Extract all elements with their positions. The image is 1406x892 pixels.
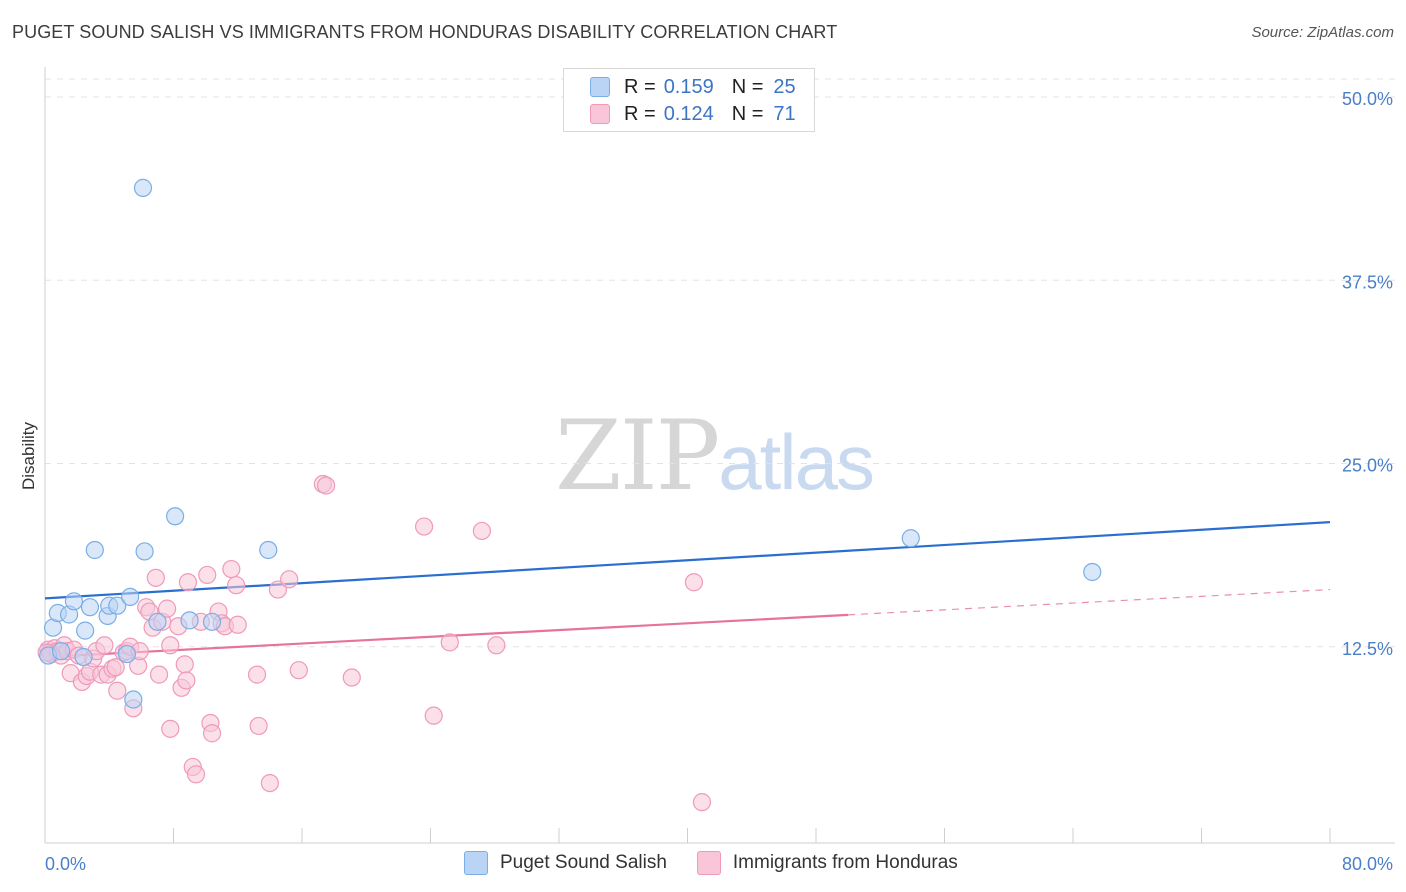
point-puget-sound-salish (133, 178, 153, 197)
legend-n-label: N = (731, 75, 764, 98)
point-immigrants-from-honduras (178, 573, 198, 592)
point-immigrants-from-honduras (157, 599, 177, 618)
point-puget-sound-salish (76, 621, 95, 640)
point-immigrants-from-honduras (198, 565, 217, 585)
bottom-legend-label: Immigrants from Honduras (732, 852, 958, 873)
bottom-legend-item-series1: Puget Sound Salish (464, 851, 667, 875)
bottom-legend-swatch-pink (696, 851, 721, 875)
legend-swatch-blue (590, 77, 610, 97)
gridlines (45, 78, 1395, 648)
point-immigrants-from-honduras (342, 668, 361, 687)
y-tick-label: 25.0% (1342, 456, 1393, 476)
y-tick-label: 12.5% (1342, 639, 1393, 659)
point-immigrants-from-honduras (146, 568, 165, 587)
watermark-zip: ZIP (555, 400, 720, 512)
point-puget-sound-salish (1083, 562, 1102, 582)
legend-swatch-pink (590, 104, 610, 124)
point-immigrants-from-honduras (414, 517, 434, 536)
point-puget-sound-salish (74, 647, 93, 667)
watermark-atlas: atlas (718, 418, 875, 506)
point-puget-sound-salish (124, 690, 143, 709)
point-immigrants-from-honduras (149, 665, 169, 684)
y-tick-label: 50.0% (1342, 89, 1393, 109)
point-puget-sound-salish (202, 612, 222, 631)
point-immigrants-from-honduras (424, 706, 443, 725)
trend-line-dashed (848, 588, 1331, 616)
point-immigrants-from-honduras (289, 661, 308, 680)
point-puget-sound-salish (135, 542, 154, 561)
point-immigrants-from-honduras (95, 636, 114, 655)
point-puget-sound-salish (259, 540, 278, 560)
point-puget-sound-salish (64, 592, 84, 611)
bottom-legend-label: Puget Sound Salish (500, 852, 667, 873)
point-puget-sound-salish (166, 507, 185, 526)
point-puget-sound-salish (108, 596, 127, 615)
point-immigrants-from-honduras (247, 665, 267, 684)
x-tick-label-max: 80.0% (1342, 854, 1393, 874)
data-points (37, 178, 1102, 812)
bottom-legend-item-series2: Immigrants from Honduras (696, 851, 958, 875)
point-immigrants-from-honduras (227, 576, 246, 595)
legend-row-series1: R = 0.159 N = 25 (590, 74, 796, 100)
legend-r-label: R = (624, 75, 656, 98)
y-tick-label: 37.5% (1342, 272, 1393, 292)
point-immigrants-from-honduras (186, 765, 206, 784)
legend-r-value: 0.124 (663, 102, 714, 125)
legend-n-value: 25 (773, 75, 796, 98)
bottom-legend-swatch-blue (464, 851, 488, 875)
legend-n-label: N = (731, 102, 764, 125)
point-immigrants-from-honduras (161, 719, 180, 738)
point-puget-sound-salish (148, 612, 167, 631)
point-puget-sound-salish (180, 611, 199, 630)
point-immigrants-from-honduras (440, 633, 459, 652)
axes (44, 67, 1395, 844)
point-immigrants-from-honduras (487, 636, 506, 655)
point-immigrants-from-honduras (175, 655, 194, 674)
point-immigrants-from-honduras (249, 716, 268, 736)
point-puget-sound-salish (85, 540, 104, 560)
point-immigrants-from-honduras (161, 636, 180, 655)
chart-title: PUGET SOUND SALISH VS IMMIGRANTS FROM HO… (12, 22, 838, 42)
bottom-legend: Puget Sound Salish Immigrants from Hondu… (464, 851, 988, 875)
legend-r-value: 0.159 (663, 75, 714, 98)
point-immigrants-from-honduras (202, 724, 222, 743)
point-immigrants-from-honduras (472, 521, 491, 541)
point-immigrants-from-honduras (316, 476, 336, 495)
point-immigrants-from-honduras (268, 580, 288, 599)
legend-r-label: R = (624, 102, 656, 125)
point-immigrants-from-honduras (684, 573, 704, 592)
point-immigrants-from-honduras (280, 570, 299, 589)
legend-n-value: 71 (773, 102, 796, 125)
point-puget-sound-salish (121, 587, 140, 607)
source-credit: Source: ZipAtlas.com (1251, 24, 1394, 41)
point-immigrants-from-honduras (222, 559, 241, 579)
watermark: ZIPatlas (555, 400, 875, 512)
point-immigrants-from-honduras (106, 658, 125, 677)
y-axis-title: Disability (19, 421, 38, 490)
point-immigrants-from-honduras (108, 681, 127, 700)
x-tick-label-min: 0.0% (45, 854, 86, 874)
point-immigrants-from-honduras (177, 671, 196, 690)
tick-labels: 12.5% 25.0% 37.5% 50.0% 0.0% 80.0% (45, 89, 1393, 874)
point-immigrants-from-honduras (260, 773, 279, 793)
point-puget-sound-salish (80, 598, 100, 617)
point-puget-sound-salish (51, 642, 71, 661)
point-immigrants-from-honduras (692, 793, 712, 812)
point-puget-sound-salish (117, 644, 137, 664)
legend-row-series2: R = 0.124 N = 71 (590, 101, 796, 127)
point-puget-sound-salish (901, 529, 920, 548)
trend-line-solid (44, 521, 1331, 600)
point-immigrants-from-honduras (228, 615, 247, 634)
legend-box: R = 0.159 N = 25 R = 0.124 N = 71 (563, 68, 815, 132)
